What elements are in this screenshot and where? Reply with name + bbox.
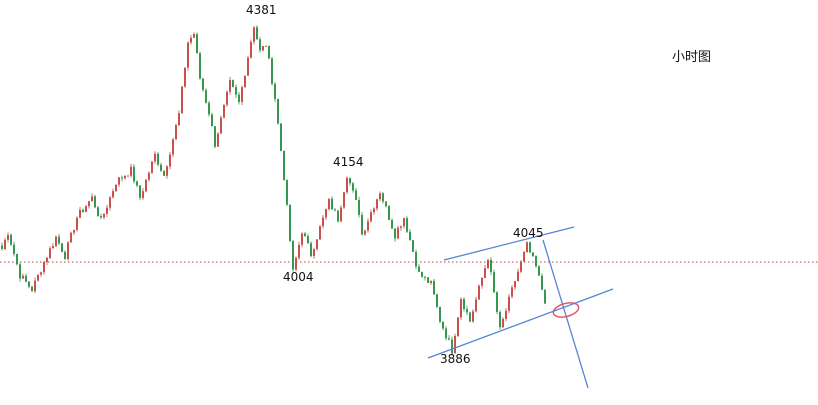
upper-channel-line[interactable] [443, 226, 575, 261]
candles-layer [1, 25, 546, 356]
price-label-pullback-low: 4004 [283, 270, 314, 284]
price-label-peak: 4381 [246, 3, 277, 17]
lower-channel-line[interactable] [427, 288, 614, 359]
price-label-secondary-peak: 4154 [333, 155, 364, 169]
price-label-bottom: 3886 [440, 352, 471, 366]
steep-projection-line[interactable] [542, 239, 589, 389]
timeframe-label: 小时图 [672, 50, 712, 65]
price-label-swing-high: 4045 [513, 226, 544, 240]
trendlines-layer[interactable] [427, 226, 614, 389]
highlight-ellipse [552, 302, 580, 318]
